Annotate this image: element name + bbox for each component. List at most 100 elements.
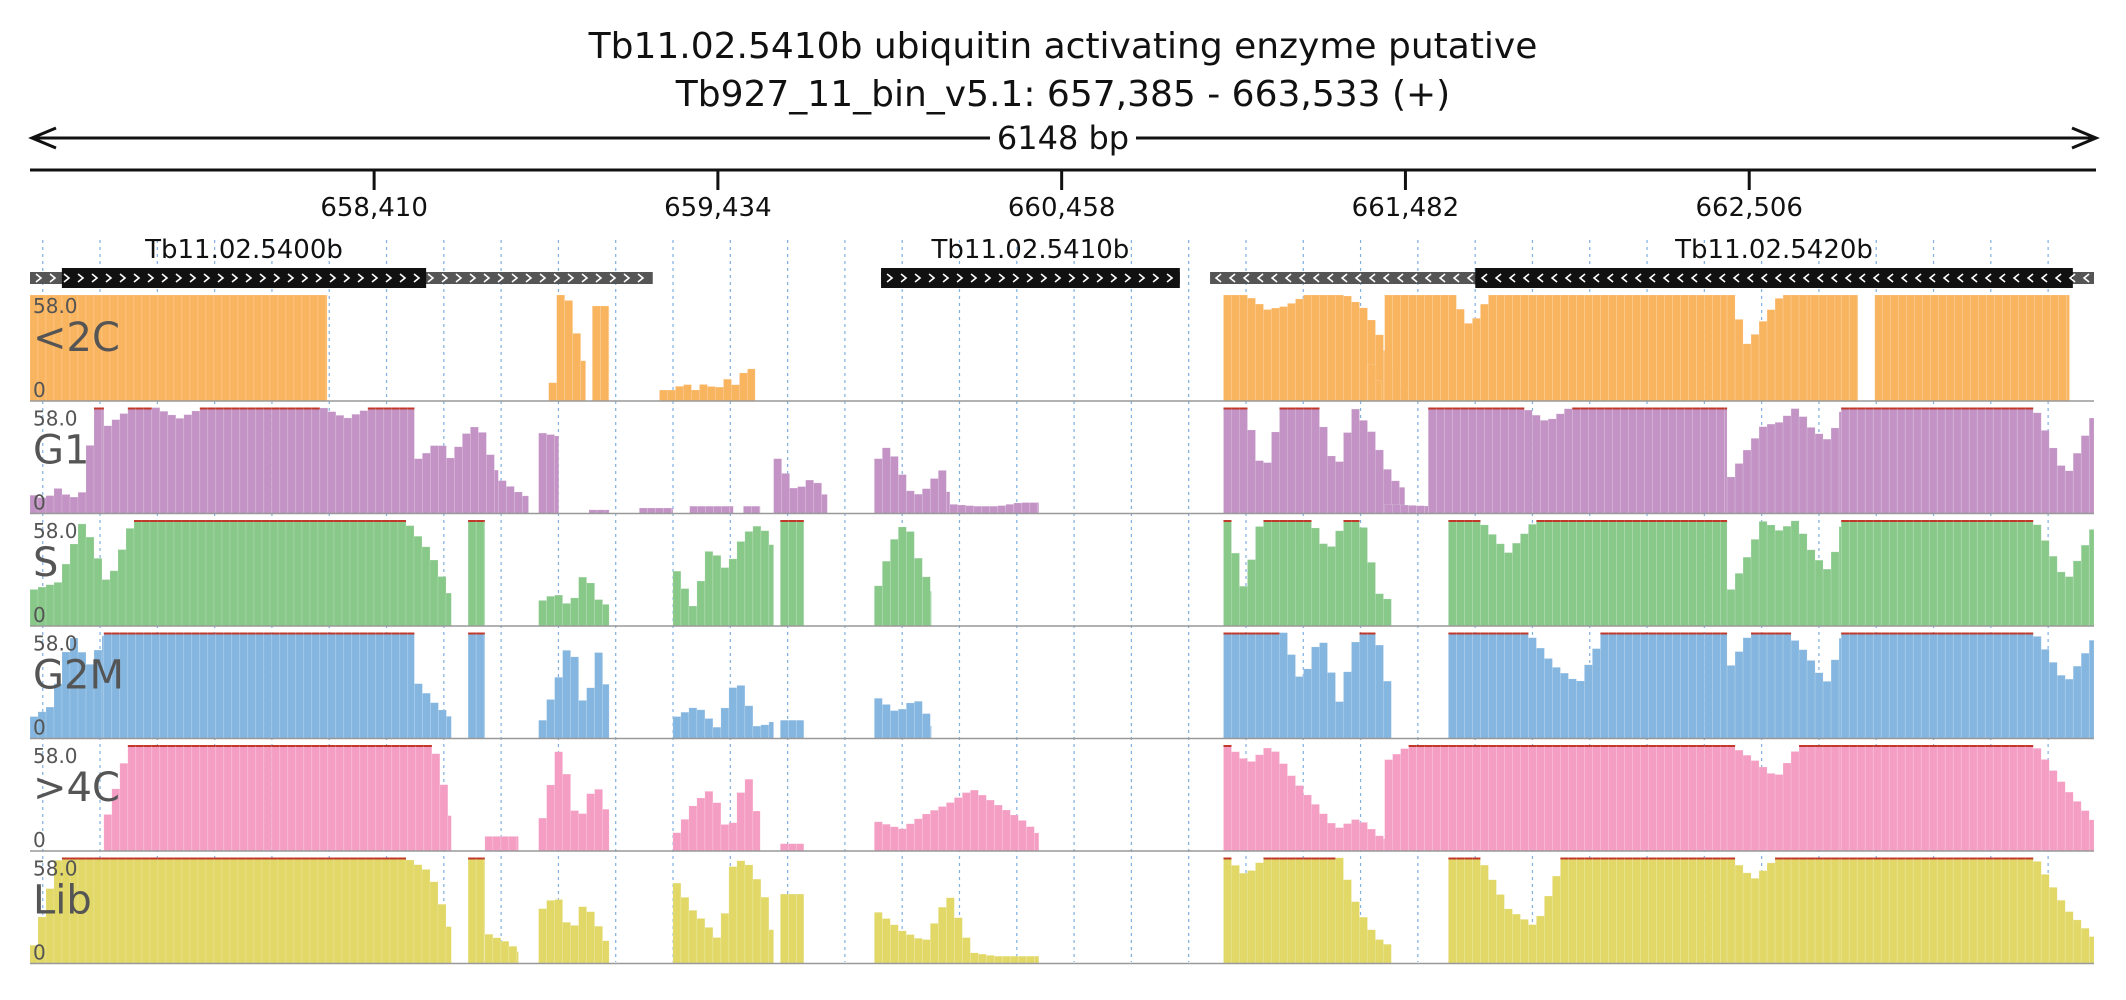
coverage-bar [2056, 674, 2066, 739]
coverage-bar [1640, 744, 1649, 852]
strand-chevron [1242, 273, 1250, 283]
coverage-bar [1223, 632, 1232, 739]
coverage-bar [1464, 519, 1473, 627]
coverage-bar [151, 744, 161, 852]
strand-chevron [1284, 273, 1292, 283]
coverage-bar [319, 407, 329, 514]
coverage-bar [1960, 744, 1970, 852]
coverage-bar [127, 407, 137, 514]
coverage-bar [1327, 672, 1336, 739]
coverage-bar [1367, 828, 1376, 852]
coverage-bar [736, 792, 746, 852]
coverage-bar [592, 305, 601, 402]
coverage-bar [325, 294, 328, 402]
coverage-bar [151, 632, 161, 739]
coverage-bar [1726, 744, 1736, 852]
coverage-bar [728, 558, 738, 627]
coverage-bar [2042, 294, 2052, 402]
coverage-bar [117, 857, 127, 964]
coverage-bar [882, 918, 891, 964]
coverage-bar [237, 519, 247, 627]
coverage-bar [1984, 407, 1994, 514]
coverage-bar [516, 836, 519, 852]
coverage-bar [1656, 857, 1665, 964]
coverage-bar [1255, 862, 1264, 964]
coverage-bar [1928, 519, 1938, 627]
coverage-bar [181, 519, 191, 627]
coverage-bar [1416, 294, 1425, 402]
coverage-bar [484, 836, 494, 852]
coverage-bar [1608, 744, 1617, 852]
strand-chevron [1166, 273, 1174, 283]
coverage-bar [309, 857, 319, 964]
strand-chevron [329, 273, 337, 283]
strand-chevron [1914, 273, 1922, 283]
coverage-bar [906, 702, 915, 739]
coverage-bar [1742, 449, 1752, 514]
coverage-bar [965, 505, 975, 514]
coverage-bar [381, 857, 391, 964]
coverage-bar [981, 505, 991, 514]
coverage-bar [430, 702, 439, 739]
strand-chevron [1606, 273, 1614, 283]
coverage-bar [1263, 462, 1272, 514]
strand-chevron [147, 273, 155, 283]
coverage-bar [1619, 407, 1629, 514]
coverage-bar [1536, 294, 1545, 402]
coverage-bar [696, 580, 706, 627]
coverage-bar [1912, 857, 1922, 964]
coverage-bar [1335, 701, 1344, 739]
coverage-bar [671, 507, 674, 514]
coverage-bar [1946, 294, 1956, 402]
coverage-bar [1632, 857, 1641, 964]
track->4C: 58.0 0 >4C [30, 744, 2095, 852]
coverage-bar [594, 652, 603, 739]
coverage-bar [2000, 857, 2010, 964]
coverage-bar [2000, 632, 2010, 739]
coverage-bar [149, 519, 159, 627]
coverage-bar [1742, 637, 1752, 739]
coverage-bar [514, 491, 523, 514]
coverage-bar [712, 802, 722, 852]
coverage-bar [486, 454, 495, 514]
coverage-bar [1600, 857, 1609, 964]
track-ymin-label: 0 [33, 603, 46, 627]
coverage-bar [1552, 294, 1561, 402]
coverage-bar [2048, 555, 2058, 627]
coverage-bar [215, 632, 225, 739]
coverage-bar [2040, 540, 2050, 627]
coverage-bar [325, 519, 335, 627]
coverage-bar [93, 857, 103, 964]
coverage-bar [271, 744, 281, 852]
coverage-bar [1327, 546, 1336, 627]
coverage-bar [343, 417, 353, 514]
coverage-bar [197, 294, 207, 402]
track-ymax-label: 58.0 [33, 632, 78, 656]
coverage-bar [2056, 571, 2066, 627]
coverage-bar [231, 407, 241, 514]
coverage-bar [1480, 632, 1489, 739]
coverage-bar [538, 600, 547, 627]
coverage-bar [874, 458, 883, 514]
coverage-bar [207, 744, 217, 852]
coverage-bar [221, 294, 231, 402]
coverage-bar [1563, 408, 1573, 514]
coverage-bar [688, 910, 698, 964]
coverage-bar [672, 716, 682, 739]
coverage-bar [319, 632, 329, 739]
coverage-bar [930, 725, 932, 739]
coverage-bar [1544, 744, 1553, 852]
coverage-bar [1303, 668, 1312, 739]
coverage-bar [1952, 519, 1962, 627]
coverage-bar [1319, 642, 1328, 739]
coverage-bar [111, 419, 121, 514]
coverage-bar [492, 836, 502, 852]
coverage-bar [720, 913, 730, 964]
coverage-bar [1392, 504, 1401, 514]
coverage-bar [1830, 857, 1840, 964]
coverage-bar [1287, 407, 1296, 514]
coverage-bar [1351, 301, 1360, 402]
coverage-bar [1928, 407, 1938, 514]
coverage-bar [1584, 519, 1593, 627]
